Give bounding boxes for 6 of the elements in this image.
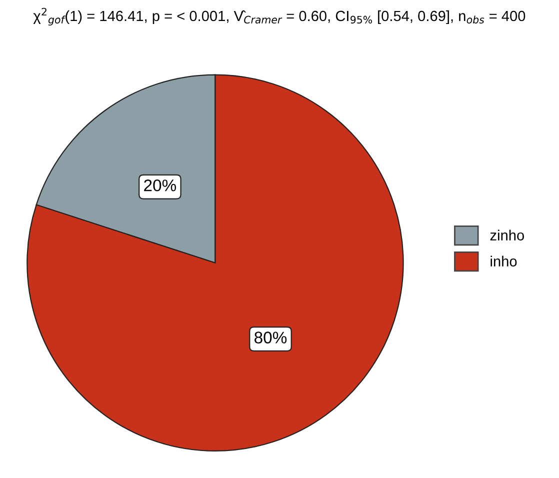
pie-slice <box>26 74 404 452</box>
data-label: 80% <box>254 332 287 344</box>
chart-title: χ$^{2}$$_{gof}$(1) = 146.41, p = < 0.001, V̂$_{Cramer}$ = 0.60, CI$_{95%}$ [0.54, 0.69], n$_{obs}$ = 400 <box>33 8 526 26</box>
legend-label: zinho <box>490 230 524 240</box>
legend-label: inho <box>490 256 517 266</box>
data-label: 20% <box>144 179 176 192</box>
